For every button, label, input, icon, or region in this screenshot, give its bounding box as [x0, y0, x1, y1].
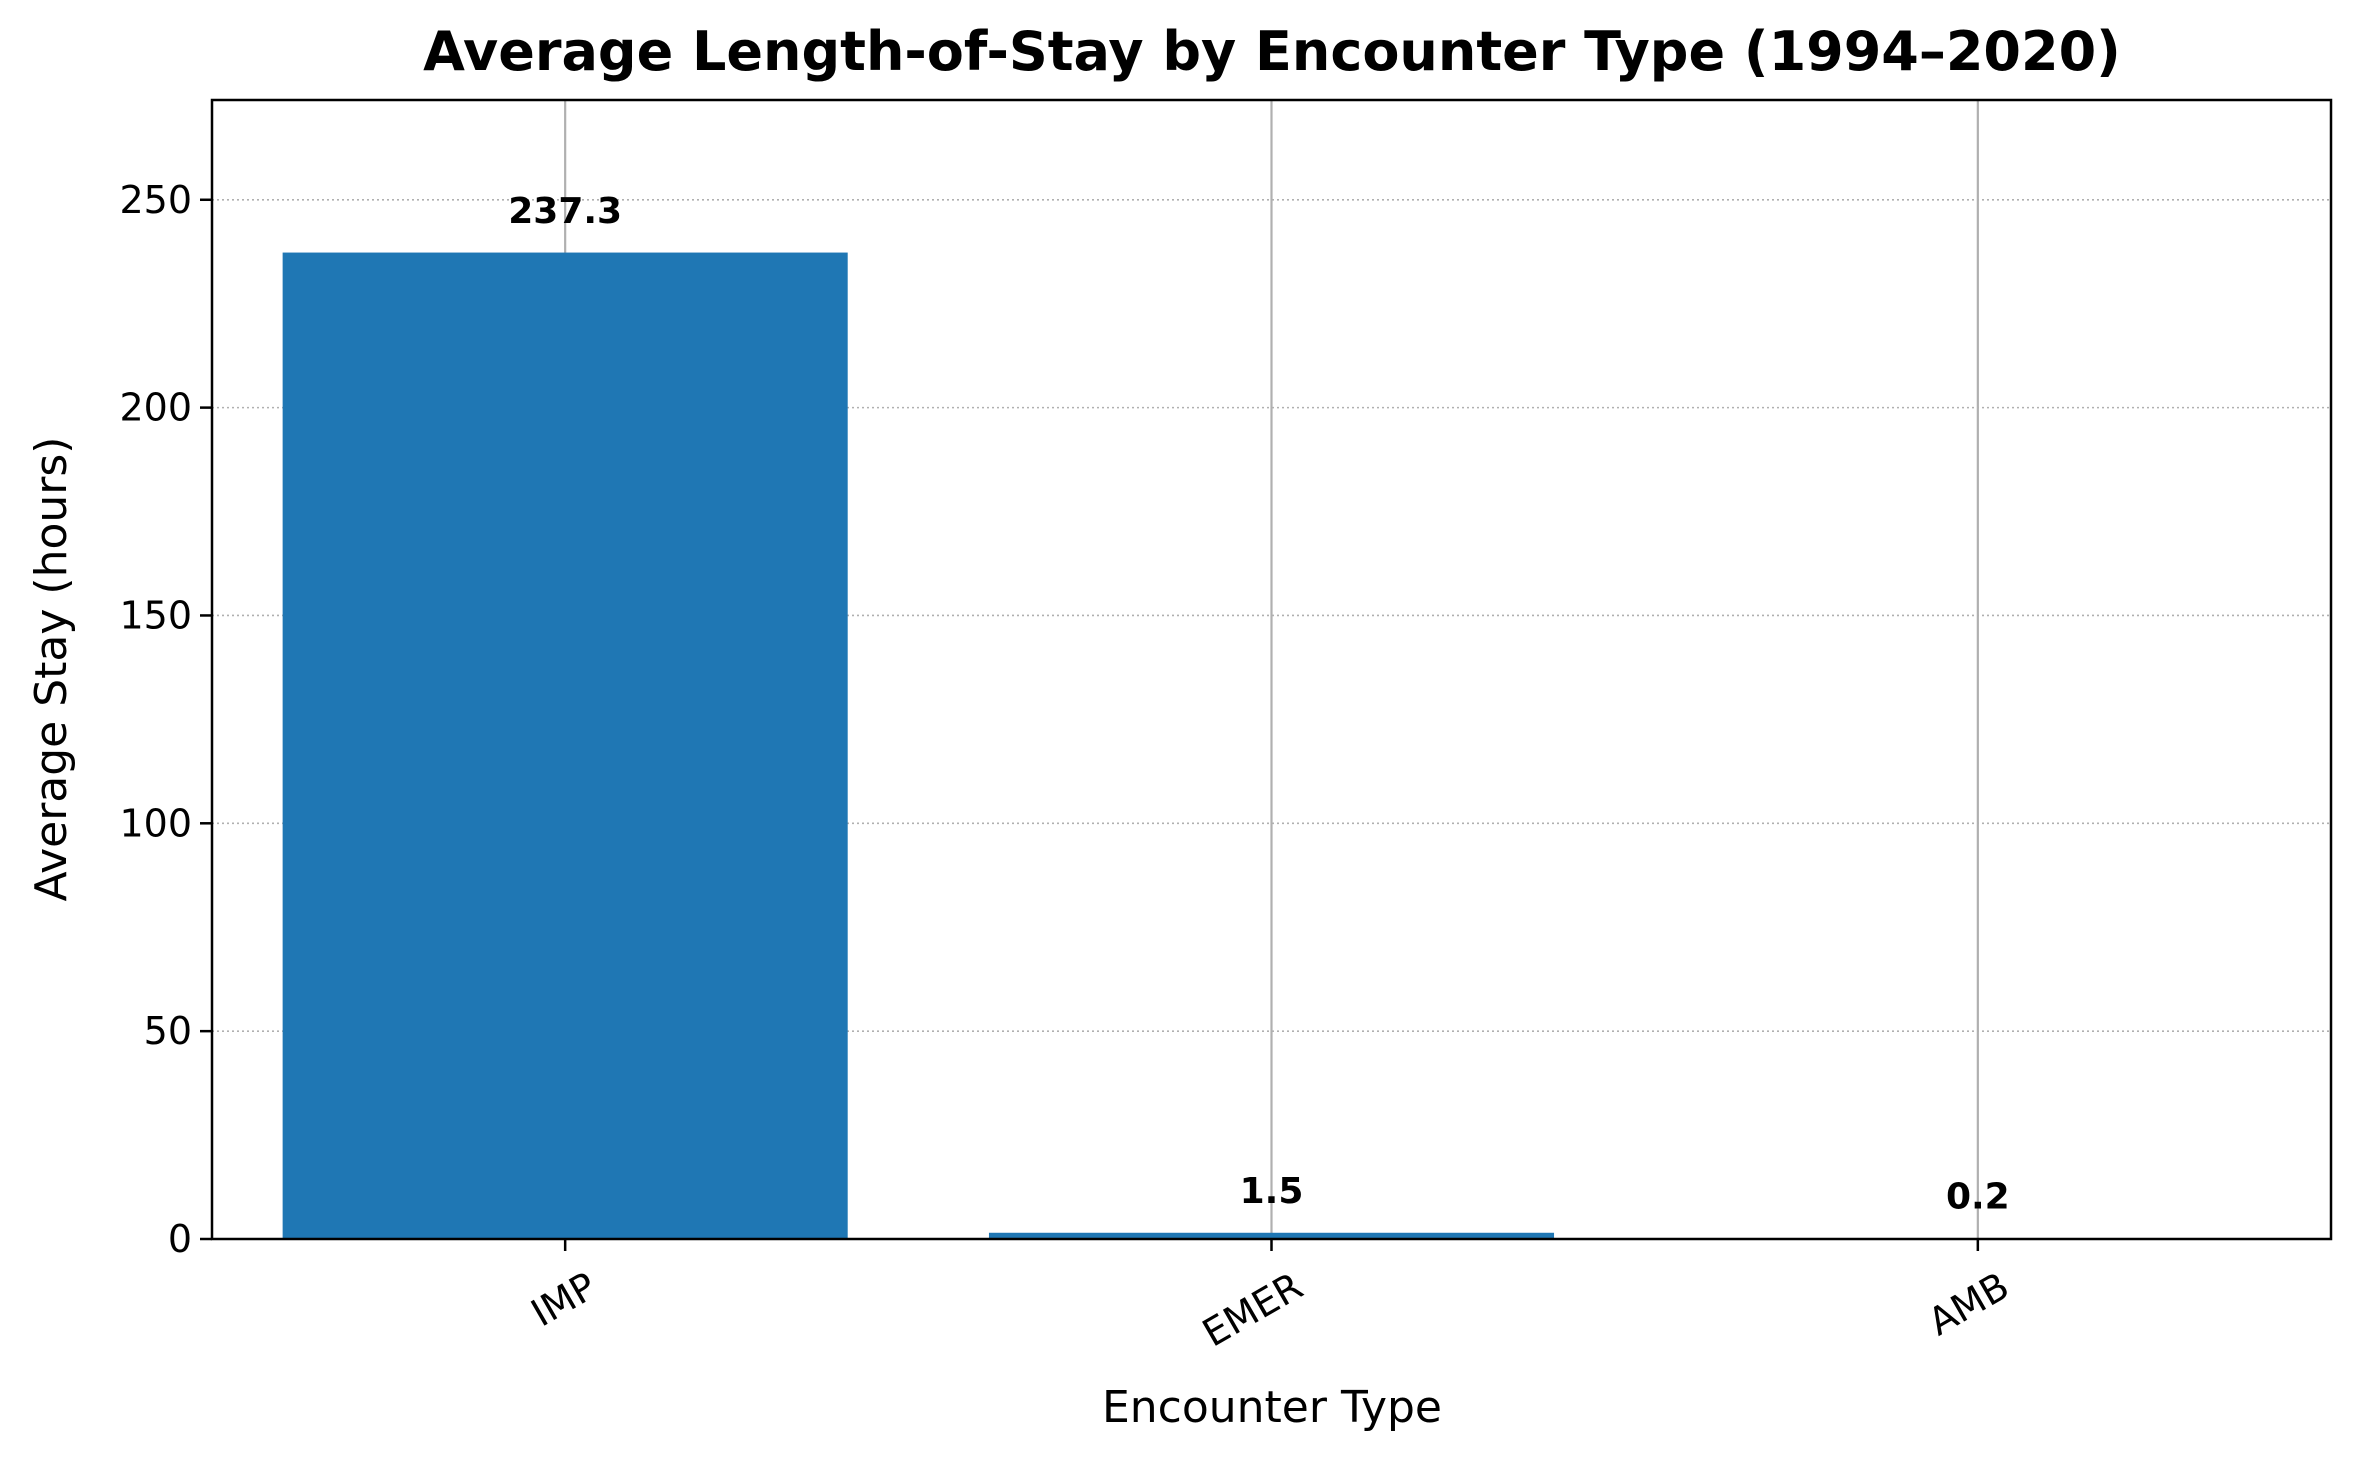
y-tick-label-50: 50: [144, 1009, 192, 1053]
data-label-imp: 237.3: [508, 191, 622, 232]
bars-layer: [282, 252, 2261, 1239]
chart-title: Average Length-of-Stay by Encounter Type…: [423, 20, 2121, 83]
y-tick-label-250: 250: [119, 178, 192, 222]
y-tick-label-150: 150: [119, 593, 192, 637]
plot-area-frame: [210, 98, 2333, 1241]
bar-emer: [988, 1232, 1555, 1239]
y-tick-label-0: 0: [168, 1217, 192, 1261]
data-label-amb: 0.2: [1946, 1177, 2010, 1218]
data-label-emer: 1.5: [1240, 1171, 1304, 1212]
bar-imp: [282, 252, 848, 1239]
y-tick-label-100: 100: [119, 801, 192, 845]
y-axis-label: Average Stay (hours): [26, 437, 77, 902]
y-tick-label-200: 200: [119, 386, 192, 430]
x-axis-label: Encounter Type: [1102, 1382, 1442, 1433]
data-labels-layer: 237.3 1.5 0.2: [508, 191, 2009, 1218]
